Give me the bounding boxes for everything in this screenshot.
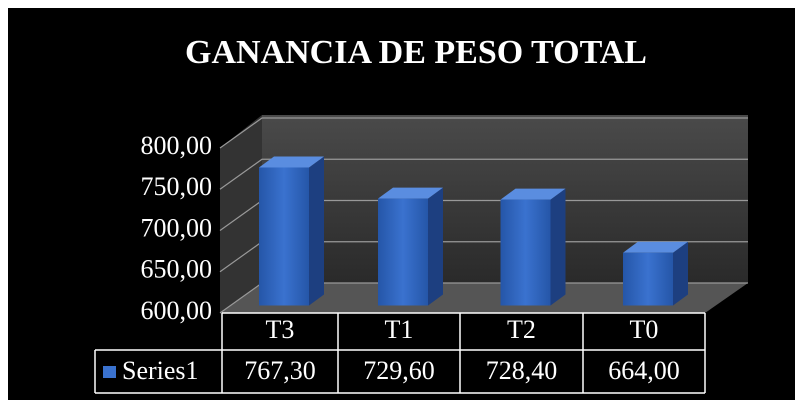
bar (259, 156, 324, 306)
data-table (94, 312, 706, 394)
grid-line (219, 117, 748, 149)
y-tick-label: 600,00 (141, 296, 213, 325)
bar-side (309, 156, 324, 306)
legend-key (103, 366, 116, 378)
bar-top (378, 187, 443, 199)
bar (500, 188, 566, 306)
bar-front (378, 198, 428, 306)
bar-side (428, 187, 443, 306)
bar-front (500, 199, 551, 306)
data-label: 767,30 (244, 356, 316, 385)
y-tick-label: 650,00 (141, 255, 213, 284)
bar-top (623, 241, 688, 253)
data-label: 664,00 (608, 356, 680, 385)
y-tick-label: 750,00 (141, 172, 213, 201)
side-wall (220, 115, 262, 313)
data-label: 728,40 (486, 356, 558, 385)
grid-line (219, 158, 748, 190)
data-label: 729,60 (363, 356, 435, 385)
x-tick-label: T3 (266, 315, 295, 344)
legend-label: Series1 (122, 356, 199, 385)
y-tick-label: 800,00 (141, 131, 213, 160)
x-tick-label: T2 (507, 315, 536, 344)
bar (378, 187, 443, 306)
chart-title: GANANCIA DE PESO TOTAL (185, 34, 647, 71)
floor (220, 283, 748, 313)
bar-side (550, 188, 566, 306)
bar-top (500, 188, 566, 200)
bar (623, 241, 688, 306)
bar-side (673, 241, 688, 306)
bar-front (623, 252, 673, 306)
bar-front (259, 167, 309, 306)
bar-top (259, 156, 324, 168)
x-tick-label: T1 (385, 315, 414, 344)
x-tick-label: T0 (630, 315, 659, 344)
y-tick-label: 700,00 (141, 213, 213, 242)
